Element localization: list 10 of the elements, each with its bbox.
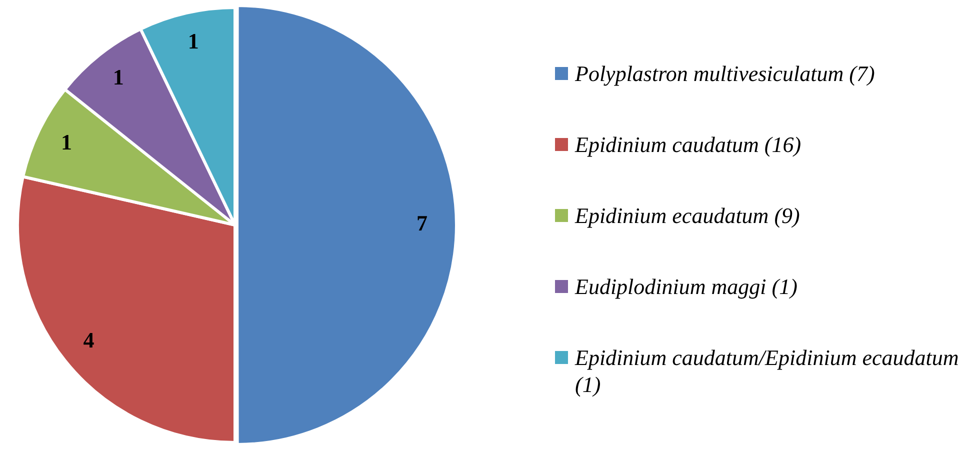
- data-label: 1: [188, 28, 199, 54]
- legend-label: Eudiplodinium maggi (1): [575, 273, 798, 300]
- data-label: 1: [60, 130, 72, 155]
- legend-label: Polyplastron multivesiculatum (7): [575, 60, 875, 87]
- data-label: 4: [83, 327, 94, 352]
- legend-label: Epidinium caudatum (16): [575, 131, 802, 158]
- legend-label: Epidinium caudatum/Epidinium ecaudatum (1): [575, 344, 960, 398]
- data-label: 7: [416, 210, 428, 236]
- data-label: 1: [112, 64, 124, 90]
- legend-label: Epidinium ecaudatum (9): [575, 202, 800, 229]
